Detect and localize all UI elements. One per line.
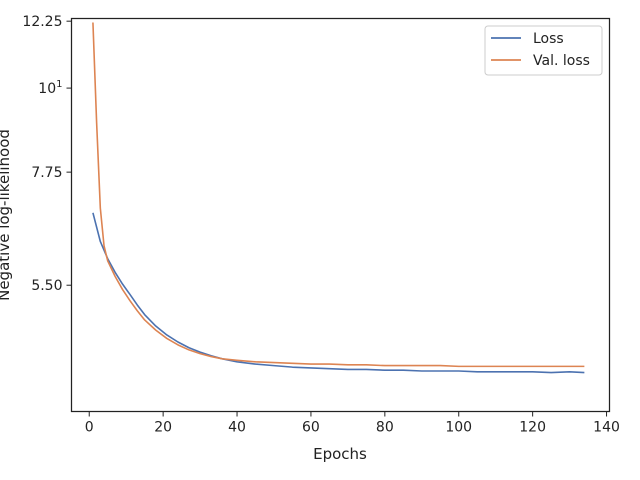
x-tick-label: 100 <box>445 420 472 436</box>
y-tick-label: 5.50 <box>31 278 62 294</box>
series-line-0 <box>92 212 585 374</box>
x-tick-label: 60 <box>302 420 320 436</box>
x-tick-label: 40 <box>228 420 246 436</box>
y-tick-base: 10 <box>38 81 56 97</box>
x-tick-label: 140 <box>593 420 620 436</box>
legend-label: Loss <box>533 31 564 47</box>
x-tick-label: 120 <box>519 420 546 436</box>
y-tick-label: 7.75 <box>31 165 62 181</box>
x-tick-label: 80 <box>376 420 394 436</box>
x-tick-label: 20 <box>154 420 172 436</box>
y-tick-exponent: 1 <box>56 79 62 90</box>
x-tick-label: 0 <box>85 420 94 436</box>
legend: Loss Val. loss <box>484 25 603 76</box>
x-axis-title: Epochs <box>313 445 367 463</box>
plot-frame <box>70 17 611 413</box>
legend-label: Val. loss <box>533 53 590 69</box>
y-tick-label: 101 <box>38 79 62 97</box>
y-axis-title: Negative log-likelihood <box>0 129 13 301</box>
y-tick-label: 12.25 <box>22 14 62 30</box>
series-line-1 <box>92 22 585 368</box>
